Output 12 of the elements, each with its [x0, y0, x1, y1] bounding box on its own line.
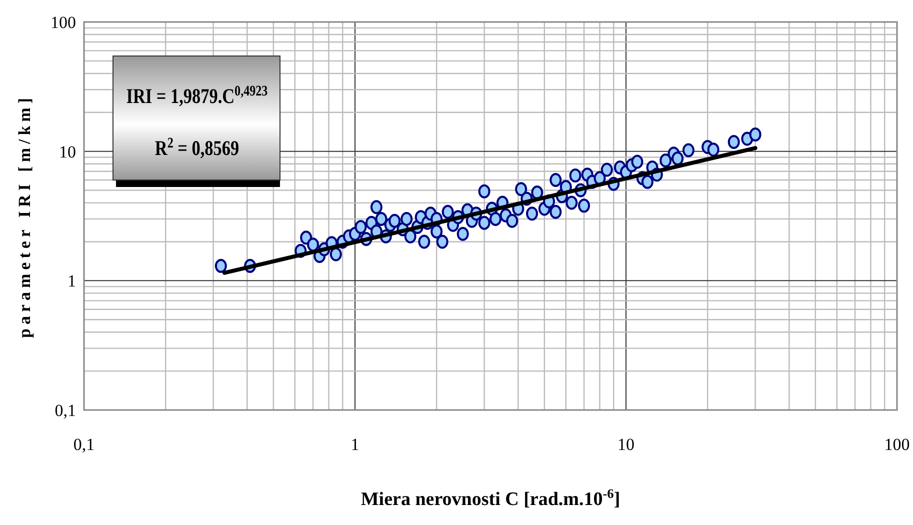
x-tick-label: 100	[884, 435, 910, 454]
x-tick-label: 1	[350, 435, 360, 454]
x-tick-label: 0,1	[73, 435, 95, 454]
x-tick-label: 10	[618, 435, 634, 454]
y-tick-label: 1	[68, 272, 76, 291]
y-tick-label: 100	[50, 13, 76, 32]
annotation: R$^{2}$ = 0,8569	[154, 134, 240, 160]
y-tick-label: 10	[59, 142, 76, 162]
annotation: IRI = 1,9879.C$^{0,4923}$	[126, 82, 268, 108]
x-axis-title: Miera nerovnosti C [rad.m.10$^{-6}$]	[360, 486, 620, 510]
y-tick-label: 0,1	[54, 401, 76, 420]
y-axis-title: parameter IRI [m/km]	[15, 94, 34, 338]
